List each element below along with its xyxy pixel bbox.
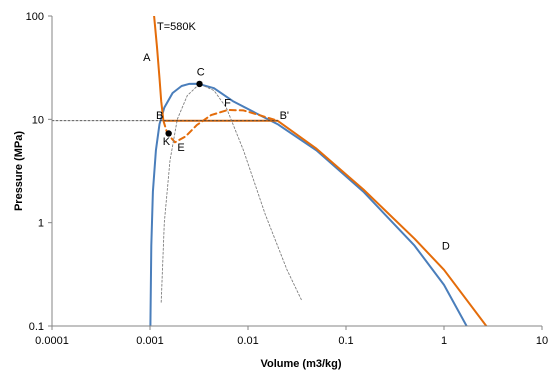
annotation-label: K [163, 136, 171, 148]
x-tick-label: 0.1 [338, 335, 353, 347]
x-tick-label: 0.0001 [35, 335, 69, 347]
y-axis-title: Pressure (MPa) [13, 131, 25, 211]
annotation-label: B [156, 110, 163, 122]
series-spinodal [160, 83, 302, 303]
annotations: T=580K A B C KE F B' D [143, 21, 450, 253]
tick-labels: 0.0001 0.001 0.01 0.1 1 10 0.1 1 10 100 [26, 11, 548, 347]
annotation-label: B' [280, 110, 289, 122]
x-tick-label: 0.001 [136, 335, 164, 347]
annotation-label: F [224, 98, 231, 110]
marker-point-K [165, 130, 172, 137]
marker-point-C [196, 80, 203, 88]
annotation-label: E [177, 142, 184, 154]
y-tick-label: 100 [26, 11, 44, 23]
x-tick-label: 10 [536, 335, 548, 347]
axes [48, 15, 543, 330]
y-tick-label: 1 [38, 218, 44, 230]
series-van-der-waals-loop [162, 109, 279, 144]
annotation-label: D [442, 241, 450, 253]
x-axis-title: Volume (m3/kg) [260, 358, 341, 370]
plot-lines [52, 16, 488, 326]
annotation-label: C [197, 67, 205, 79]
annotation-label: A [143, 52, 151, 64]
x-tick-label: 0.01 [237, 335, 258, 347]
y-tick-label: 10 [32, 114, 44, 126]
markers [165, 80, 203, 137]
series-isotherm-580k [153, 16, 488, 326]
y-tick-label: 0.1 [29, 321, 44, 333]
x-tick-label: 1 [441, 335, 447, 347]
annotation-label: T=580K [157, 21, 196, 33]
